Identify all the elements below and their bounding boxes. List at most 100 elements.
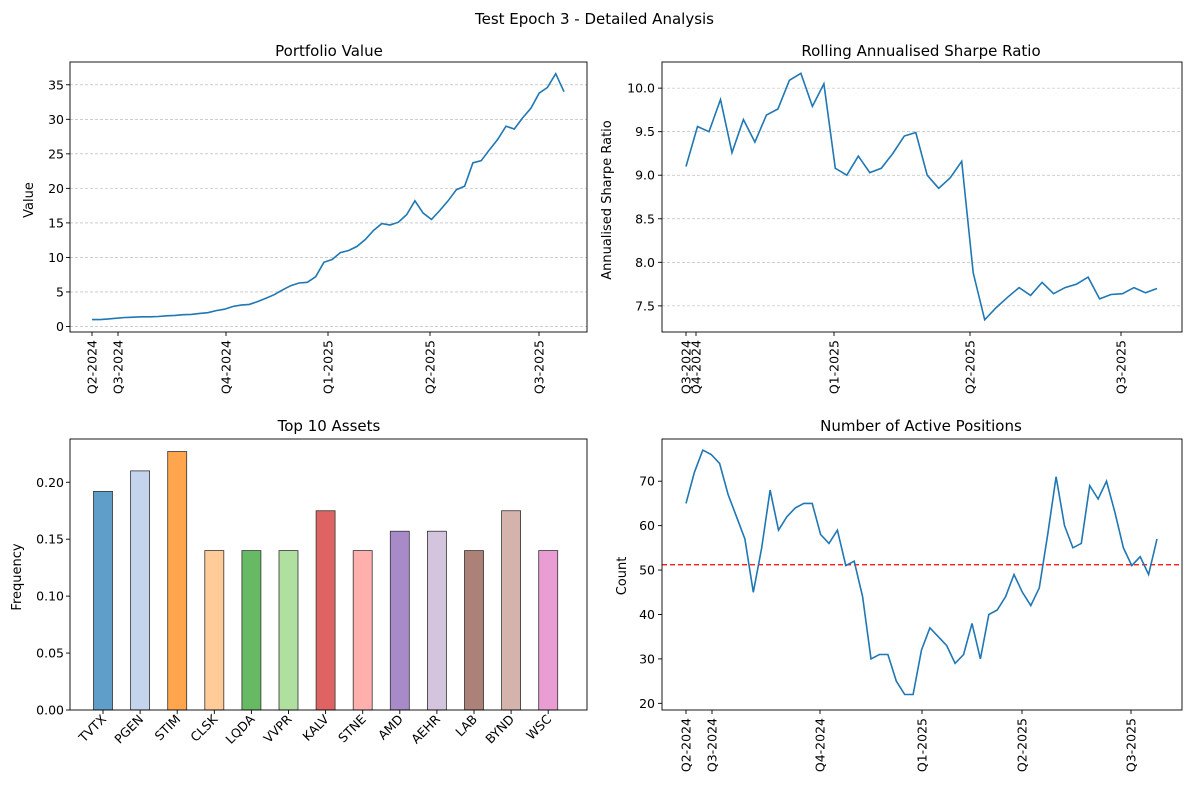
portfolio-value-line: [92, 71, 565, 321]
portfolio-value-y-ticks: 0 5 10 15 20 25 30 35: [48, 77, 70, 334]
rolling-sharpe-ylabel: Annualised Sharpe Ratio: [600, 120, 615, 280]
panel-active-positions: Number of Active Positions Count 20 30 40 5…: [615, 417, 1183, 772]
top-assets-axes-frame: [69, 438, 588, 711]
active-positions-x-tick-label: Q4-2024: [813, 718, 828, 772]
rolling-sharpe-title: Rolling Annualised Sharpe Ratio: [801, 42, 1040, 60]
portfolio-value-x-tick-label: Q2-2025: [423, 340, 438, 394]
rolling-sharpe-x-tick-label: Q4-2024: [689, 340, 704, 394]
rolling-sharpe-y-tick-label: 9.0: [635, 168, 655, 183]
active-positions-y-tick-label: 40: [639, 607, 655, 622]
top-assets-x-ticks: TVTX PGEN STIM CLSK LQDA VVPR KALV STNE AMD AEHR L…: [75, 710, 555, 747]
panel-rolling-sharpe: Rolling Annualised Sharpe Ratio Annualis…: [600, 42, 1183, 394]
portfolio-value-y-tick-label: 25: [48, 146, 64, 161]
figure-suptitle: Test Epoch 3 - Detailed Analysis: [474, 10, 714, 28]
rolling-sharpe-x-tick-label: Q3-2024: [679, 340, 694, 394]
active-positions-y-tick-label: 60: [639, 518, 655, 533]
panel-top-assets: Top 10 Assets Frequency 0.00 0.05 0.10 0.15…: [10, 417, 588, 747]
active-positions-ylabel: Count: [615, 557, 630, 596]
top-assets-x-tick-label: AMD: [375, 712, 406, 743]
active-positions-x-tick-label: Q3-2025: [1124, 718, 1139, 772]
top-assets-bar: [426, 530, 447, 711]
top-assets-bar: [130, 470, 151, 711]
active-positions-y-tick-label: 30: [639, 651, 655, 666]
top-assets-x-tick-label: TVTX: [75, 711, 110, 746]
top-assets-bar: [352, 550, 373, 711]
top-assets-bar: [167, 451, 188, 711]
top-assets-bar: [464, 550, 484, 711]
portfolio-value-y-tick-label: 5: [56, 284, 64, 299]
top-assets-bar: [538, 550, 559, 711]
top-assets-x-tick-label: AEHR: [408, 711, 443, 746]
rolling-sharpe-y-tick-label: 10.0: [627, 81, 655, 96]
active-positions-line: [685, 448, 1158, 696]
portfolio-value-y-tick-label: 20: [48, 181, 64, 196]
top-assets-bar: [241, 550, 262, 711]
top-assets-bar: [278, 550, 299, 711]
active-positions-y-tick-label: 50: [639, 563, 655, 578]
rolling-sharpe-y-tick-label: 8.0: [635, 255, 655, 270]
top-assets-title: Top 10 Assets: [277, 417, 381, 435]
portfolio-value-x-tick-label: Q1-2025: [321, 340, 336, 394]
top-assets-x-tick-label: STIM: [151, 712, 183, 744]
top-assets-bar: [315, 510, 336, 711]
rolling-sharpe-x-tick-label: Q1-2025: [827, 340, 842, 394]
active-positions-y-tick-label: 70: [639, 474, 655, 489]
portfolio-value-x-tick-label: Q2-2024: [85, 340, 100, 394]
top-assets-x-tick-label: VVPR: [260, 711, 294, 745]
top-assets-y-ticks: 0.00 0.05 0.10 0.15 0.20: [36, 475, 70, 718]
top-assets-bars: [93, 451, 559, 711]
portfolio-value-y-tick-label: 35: [48, 77, 64, 92]
top-assets-x-tick-label: LQDA: [222, 711, 258, 747]
portfolio-value-y-tick-label: 10: [48, 250, 64, 265]
portfolio-value-title: Portfolio Value: [275, 42, 383, 60]
top-assets-y-tick-label: 0.00: [36, 703, 64, 718]
rolling-sharpe-x-tick-label: Q3-2025: [1114, 340, 1129, 394]
portfolio-value-gridlines: [70, 84, 587, 327]
portfolio-value-axes-frame: [69, 61, 588, 333]
top-assets-x-tick-label: KALV: [299, 711, 332, 744]
portfolio-value-x-ticks: Q2-2024 Q3-2024 Q4-2024 Q1-2025 Q2-2025 Q3-20…: [85, 332, 547, 394]
top-assets-y-tick-label: 0.10: [36, 589, 64, 604]
top-assets-bar: [204, 550, 225, 711]
top-assets-x-tick-label: BYND: [482, 712, 517, 747]
top-assets-bar: [389, 530, 410, 711]
active-positions-x-ticks: Q2-2024 Q3-2024 Q4-2024 Q1-2025 Q2-2025 Q3-20…: [679, 710, 1139, 772]
rolling-sharpe-y-tick-label: 9.5: [635, 124, 655, 139]
top-assets-y-tick-label: 0.05: [36, 646, 64, 661]
active-positions-x-tick-label: Q2-2024: [679, 718, 694, 772]
top-assets-y-tick-label: 0.20: [36, 475, 64, 490]
rolling-sharpe-line: [685, 72, 1158, 322]
portfolio-value-y-tick-label: 15: [48, 215, 64, 230]
portfolio-value-y-tick-label: 0: [56, 319, 64, 334]
portfolio-value-x-tick-label: Q3-2024: [111, 340, 126, 394]
top-assets-x-tick-label: STNE: [335, 711, 369, 745]
portfolio-value-ylabel: Value: [22, 182, 37, 218]
top-assets-bar: [501, 510, 522, 711]
top-assets-x-tick-label: CLSK: [187, 711, 221, 745]
top-assets-x-tick-label: LAB: [452, 712, 480, 740]
rolling-sharpe-gridlines: [662, 87, 1182, 307]
active-positions-axes-frame: [661, 438, 1183, 711]
rolling-sharpe-y-ticks: 7.5 8.0 8.5 9.0 9.5 10.0: [627, 81, 662, 313]
portfolio-value-x-tick-label: Q4-2024: [219, 340, 234, 394]
active-positions-y-ticks: 20 30 40 50 60 70: [639, 474, 662, 711]
active-positions-y-tick-label: 20: [639, 696, 655, 711]
rolling-sharpe-y-tick-label: 8.5: [635, 211, 655, 226]
active-positions-x-tick-label: Q2-2025: [1015, 718, 1030, 772]
top-assets-x-tick-label: WSC: [523, 711, 554, 742]
active-positions-x-tick-label: Q1-2025: [915, 718, 930, 772]
top-assets-x-tick-label: PGEN: [111, 712, 146, 747]
top-assets-ylabel: Frequency: [10, 543, 25, 610]
active-positions-x-tick-label: Q3-2024: [705, 718, 720, 772]
rolling-sharpe-x-tick-label: Q2-2025: [963, 340, 978, 394]
rolling-sharpe-axes-frame: [661, 61, 1183, 333]
panel-portfolio-value: Portfolio Value Value 0 5 10 15 20 25 30 35 Q2-…: [22, 42, 588, 394]
rolling-sharpe-y-tick-label: 7.5: [635, 298, 655, 313]
active-positions-title: Number of Active Positions: [820, 417, 1022, 435]
top-assets-bar: [93, 490, 113, 711]
top-assets-y-tick-label: 0.15: [36, 532, 64, 547]
portfolio-value-y-tick-label: 30: [48, 112, 64, 127]
portfolio-value-x-tick-label: Q3-2025: [532, 340, 547, 394]
